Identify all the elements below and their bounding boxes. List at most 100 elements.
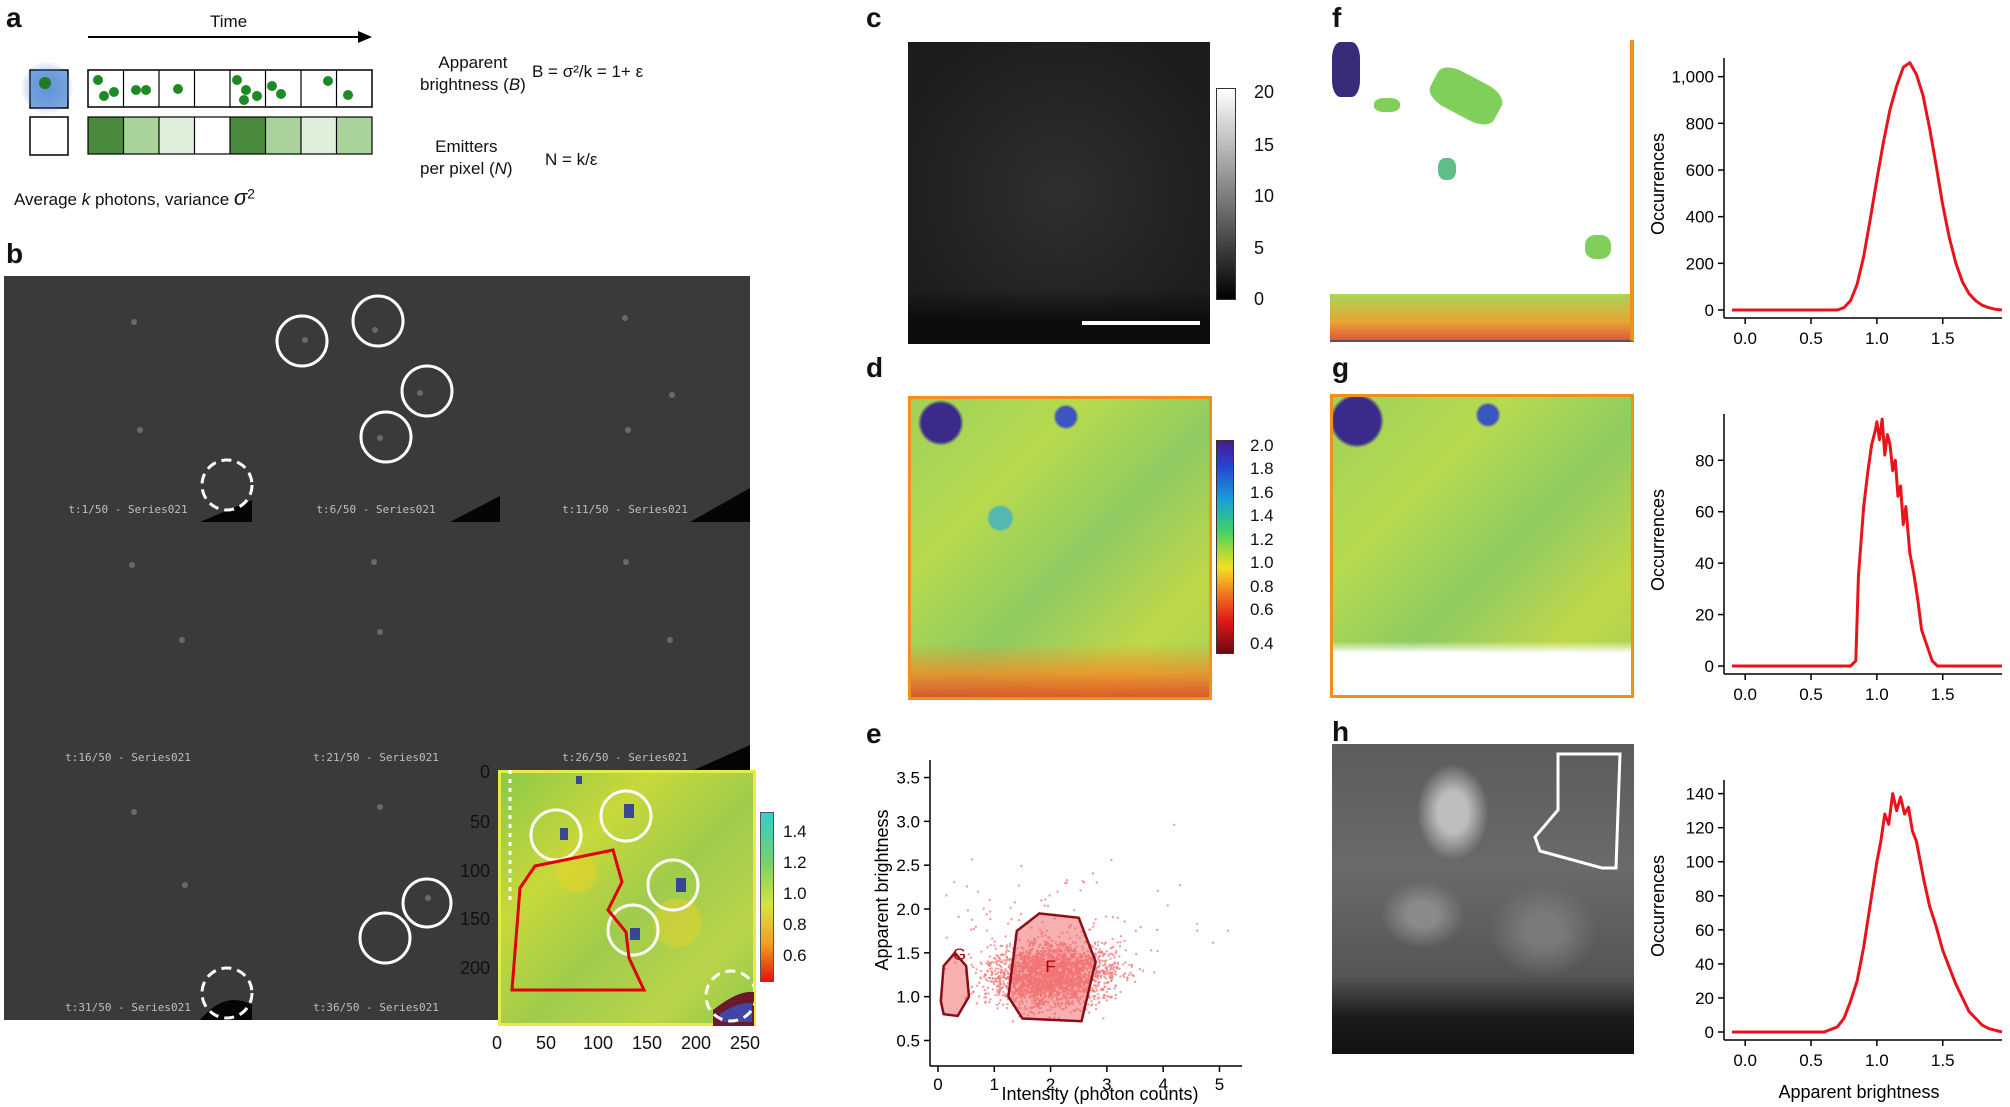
scatter-point <box>1096 977 1100 980</box>
scatter-point <box>1114 984 1117 987</box>
scatter-point <box>1114 973 1118 976</box>
scatter-point <box>996 989 999 992</box>
scatter-point <box>1109 966 1113 969</box>
scatter-point <box>1079 889 1082 892</box>
scatter-point <box>992 982 996 986</box>
scatter-point <box>970 992 973 996</box>
emitters-label-close: ) <box>506 159 513 178</box>
scatter-point <box>993 940 996 943</box>
scatter-point <box>1091 872 1095 875</box>
scatter-point <box>983 975 986 978</box>
y-tick-label: 40 <box>1695 554 1714 573</box>
scatter-point <box>1108 995 1111 999</box>
scatter-point <box>1004 968 1007 971</box>
scatter-point <box>980 962 983 966</box>
scatter-point <box>1099 976 1103 979</box>
scatter-point <box>1112 945 1115 949</box>
histogram-line <box>1732 792 2003 1034</box>
scatter-point <box>1004 995 1007 998</box>
d-cbar-tick: 2.0 <box>1250 436 1274 455</box>
y-tick-label: 100 <box>1686 853 1714 872</box>
panel-d-colorbar <box>1216 440 1234 654</box>
scatter-point <box>1093 942 1097 946</box>
scatter-point <box>1088 996 1091 1000</box>
scatter-regions <box>939 912 1097 1023</box>
scatter-point <box>1123 972 1127 975</box>
scatter-point <box>970 858 974 861</box>
scatter-point <box>1004 992 1007 996</box>
x-tick-label: 1.5 <box>1931 1051 1955 1070</box>
scatter-point <box>1114 951 1117 955</box>
scatter-point <box>1113 987 1116 990</box>
x-tick-label: 1.5 <box>1931 329 1955 348</box>
scatter-point <box>1103 982 1106 985</box>
frame-1: t:1/50 - Series021 <box>4 276 252 522</box>
y-axis-label: Occurrences <box>1648 855 1668 957</box>
scatter-point <box>1004 935 1007 938</box>
scatter-point <box>975 968 978 971</box>
scatter-point <box>1104 915 1108 918</box>
panel-g-map <box>1330 394 1634 698</box>
scatter-point <box>1092 922 1096 925</box>
scatter-point <box>986 979 989 983</box>
region-f <box>1007 912 1097 1023</box>
scatter-point <box>1116 941 1119 944</box>
brightness-equation: B = σ²/k = 1+ ε <box>532 62 644 81</box>
panel-f-blob <box>1424 61 1508 131</box>
y-tick-label: 1.0 <box>896 988 920 1007</box>
scatter-point <box>997 970 1000 974</box>
caption-sup: 2 <box>247 186 256 203</box>
scatter-point <box>1094 947 1098 951</box>
scatter-point <box>1000 968 1004 972</box>
scatter-point <box>1097 965 1101 968</box>
scatter-point <box>1110 952 1113 955</box>
scatter-point <box>967 953 970 956</box>
scatter-point <box>1006 982 1010 985</box>
scatter-point <box>1097 940 1100 944</box>
scatter-point <box>988 898 991 902</box>
scatter-point <box>999 976 1002 980</box>
frame-caption: t:11/50 - Series021 <box>562 503 688 516</box>
scatter-point <box>1004 962 1007 965</box>
panel-h-roi <box>1533 752 1622 870</box>
scatter-point <box>1132 974 1135 978</box>
scatter-point <box>1020 864 1023 868</box>
x-tick-label: 1.0 <box>1865 1051 1889 1070</box>
scatter-point <box>998 958 1002 961</box>
scatter-point <box>1103 994 1107 997</box>
scatter-point <box>1007 950 1011 953</box>
frame-31: t:31/50 - Series021 <box>4 770 252 1020</box>
panel-label-d: d <box>866 352 884 383</box>
scatter-point <box>966 909 970 912</box>
brightness-label-close: ) <box>520 75 526 94</box>
scatter-point <box>975 1002 979 1005</box>
scatter-point <box>1000 944 1004 948</box>
scatter-point <box>1122 963 1125 966</box>
scatter-point <box>1112 969 1116 972</box>
scatter-point <box>989 998 992 1001</box>
scatter-point <box>1097 951 1100 954</box>
scatter-point <box>983 988 987 992</box>
scatter-point <box>1108 987 1112 991</box>
y-tick-label: 200 <box>1686 254 1714 273</box>
scatter-point <box>1118 967 1121 971</box>
scatter-point <box>970 985 974 989</box>
y-tick-label: 0 <box>1705 657 1714 676</box>
scatter-point <box>996 954 999 957</box>
scatter-point <box>970 918 974 921</box>
scatter-point <box>1005 960 1008 963</box>
scatter-point <box>974 925 978 928</box>
scatter-point <box>1092 925 1095 928</box>
scatter-point <box>986 960 989 963</box>
scatter-point <box>998 985 1001 989</box>
scatter-point <box>997 956 1000 959</box>
x-tick-label: 5 <box>1215 1075 1224 1094</box>
scatter-point <box>1001 994 1004 997</box>
scatter-point <box>1094 1003 1098 1006</box>
scatter-point <box>1090 1004 1093 1007</box>
scatter-point <box>992 956 996 960</box>
scatter-point <box>1108 952 1111 956</box>
scatter-point <box>1094 980 1098 983</box>
scatter-point <box>1114 970 1117 973</box>
scatter-point <box>1112 965 1116 969</box>
